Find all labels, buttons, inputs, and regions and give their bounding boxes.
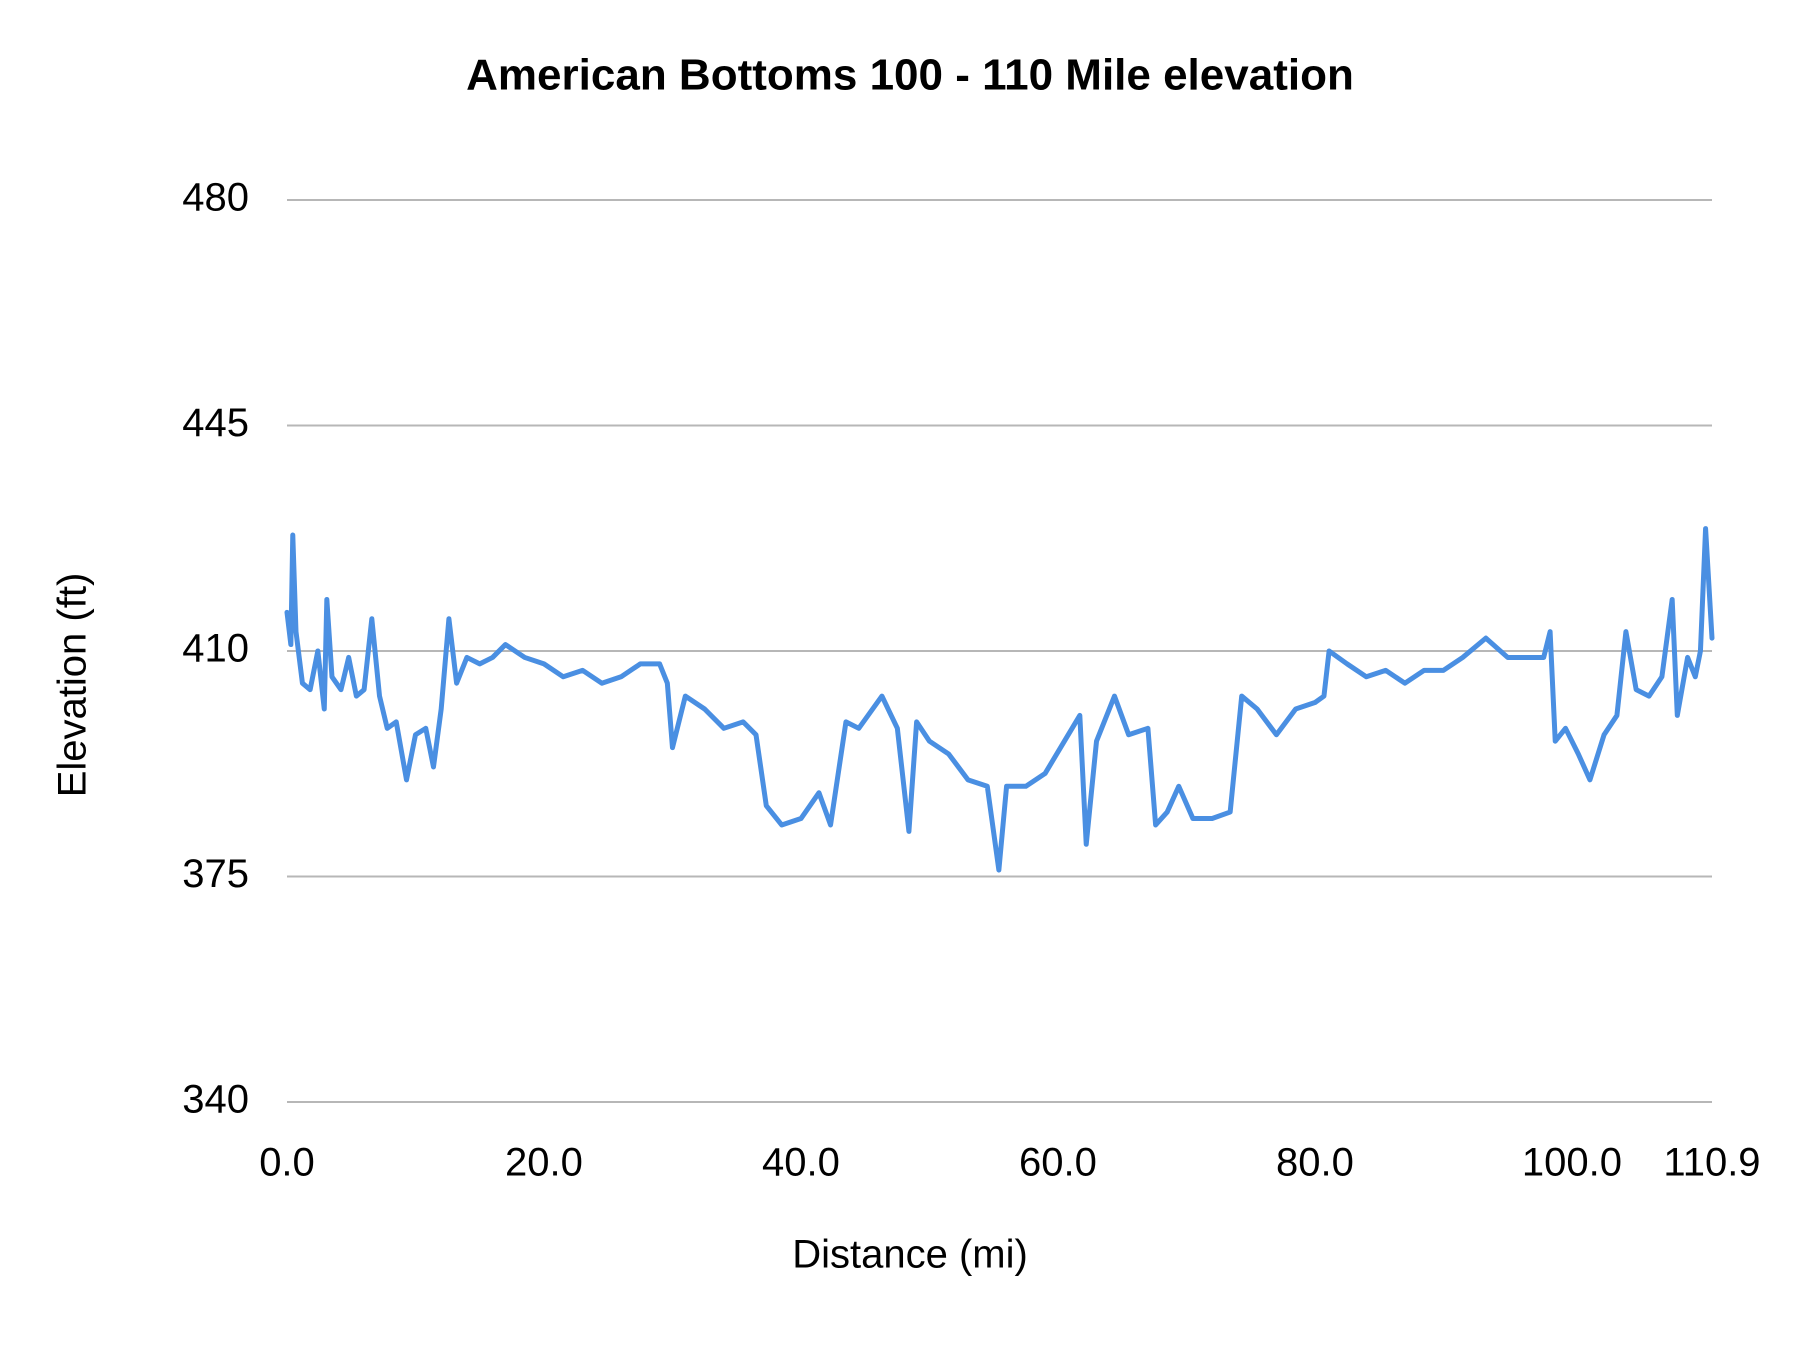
x-tick-label: 0.0 bbox=[259, 1141, 315, 1185]
x-tick-label: 100.0 bbox=[1522, 1141, 1622, 1185]
y-tick-label: 340 bbox=[182, 1078, 249, 1122]
elevation-line bbox=[284, 526, 1715, 873]
x-tick-label: 110.9 bbox=[1663, 1141, 1760, 1185]
y-tick-label: 410 bbox=[182, 627, 249, 671]
y-tick-label: 375 bbox=[182, 852, 249, 896]
x-axis-label: Distance (mi) bbox=[792, 1233, 1028, 1277]
y-tick-label: 480 bbox=[182, 176, 249, 220]
y-axis-label: Elevation (ft) bbox=[51, 573, 95, 798]
x-tick-label: 20.0 bbox=[505, 1141, 583, 1185]
x-tick-label: 80.0 bbox=[1276, 1141, 1354, 1185]
x-tick-label: 40.0 bbox=[762, 1141, 840, 1185]
x-tick-label: 60.0 bbox=[1019, 1141, 1097, 1185]
y-tick-label: 445 bbox=[182, 401, 249, 445]
chart-title: American Bottoms 100 - 110 Mile elevatio… bbox=[466, 51, 1354, 100]
